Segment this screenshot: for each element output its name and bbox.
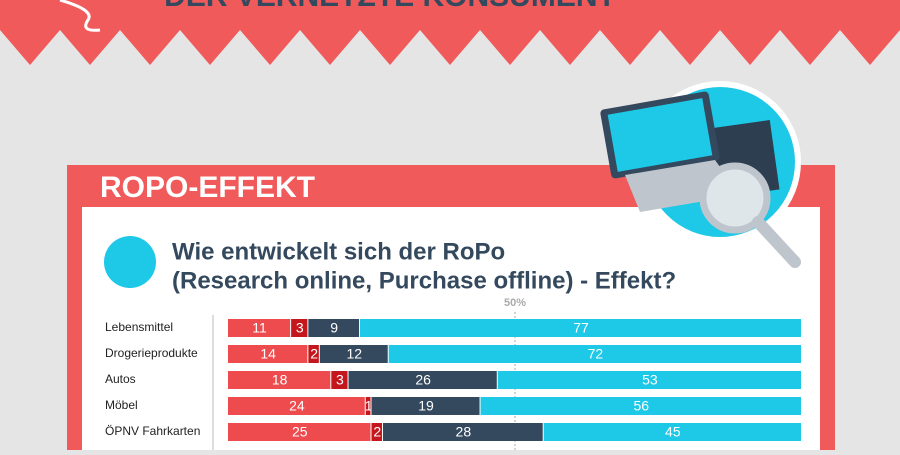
value-label: 77 xyxy=(573,320,589,336)
value-label: 19 xyxy=(418,398,434,414)
bar-segment xyxy=(388,345,801,363)
value-label: 12 xyxy=(346,346,362,362)
bar-segment xyxy=(228,371,331,389)
bar-segment xyxy=(308,319,360,337)
bar-segment xyxy=(228,423,371,441)
value-label: 1 xyxy=(365,398,373,414)
value-label: 2 xyxy=(310,346,318,362)
category-label: Lebensmittel xyxy=(105,320,173,334)
category-label: Möbel xyxy=(105,398,138,412)
bar-segment xyxy=(319,345,388,363)
bar-segment xyxy=(228,345,308,363)
bar-segment xyxy=(480,397,801,415)
bar-segment xyxy=(371,397,480,415)
bar-segment xyxy=(291,319,308,337)
bar-segment xyxy=(228,397,365,415)
category-label: Autos xyxy=(105,372,136,386)
category-label: Drogerieprodukte xyxy=(105,346,198,360)
bar-segment xyxy=(365,397,371,415)
value-label: 14 xyxy=(260,346,276,362)
category-label: ÖPNV Fahrkarten xyxy=(105,424,200,438)
bars: 50% Lebensmittel 11 3 9 77 Drogerieprodukte 14 2… xyxy=(105,297,801,450)
bar-segment xyxy=(497,371,801,389)
value-label: 72 xyxy=(588,346,604,362)
bar-segment xyxy=(371,423,382,441)
value-label: 24 xyxy=(289,398,305,414)
value-label: 3 xyxy=(336,372,344,388)
laptop-icon xyxy=(600,81,801,268)
decoration xyxy=(59,0,101,32)
value-label: 25 xyxy=(292,424,308,440)
bar-segment xyxy=(382,423,543,441)
value-label: 26 xyxy=(415,372,431,388)
value-label: 28 xyxy=(456,424,472,440)
bar-segment xyxy=(308,345,319,363)
value-label: 2 xyxy=(373,424,381,440)
bar-segment xyxy=(348,371,497,389)
bar-segment xyxy=(543,423,801,441)
value-label: 3 xyxy=(296,320,304,336)
reference-label: 50% xyxy=(504,297,526,309)
title-bullet xyxy=(104,236,156,288)
value-label: 56 xyxy=(633,398,649,414)
value-label: 9 xyxy=(330,320,338,336)
banner xyxy=(0,0,900,65)
section-title: ROPO-EFFEKT xyxy=(100,171,315,204)
value-label: 11 xyxy=(252,320,267,336)
bar-segment xyxy=(360,319,801,337)
bar-segment xyxy=(228,319,291,337)
bar-segment xyxy=(331,371,348,389)
chart-subtitle: (Research online, Purchase offline) - Ef… xyxy=(172,267,676,294)
value-label: 18 xyxy=(272,372,288,388)
value-label: 45 xyxy=(665,424,681,440)
value-label: 53 xyxy=(642,372,658,388)
chart-title: Wie entwickelt sich der RoPo xyxy=(172,238,505,265)
page-title: DER VERNETZTE KONSUMENT xyxy=(164,0,616,13)
